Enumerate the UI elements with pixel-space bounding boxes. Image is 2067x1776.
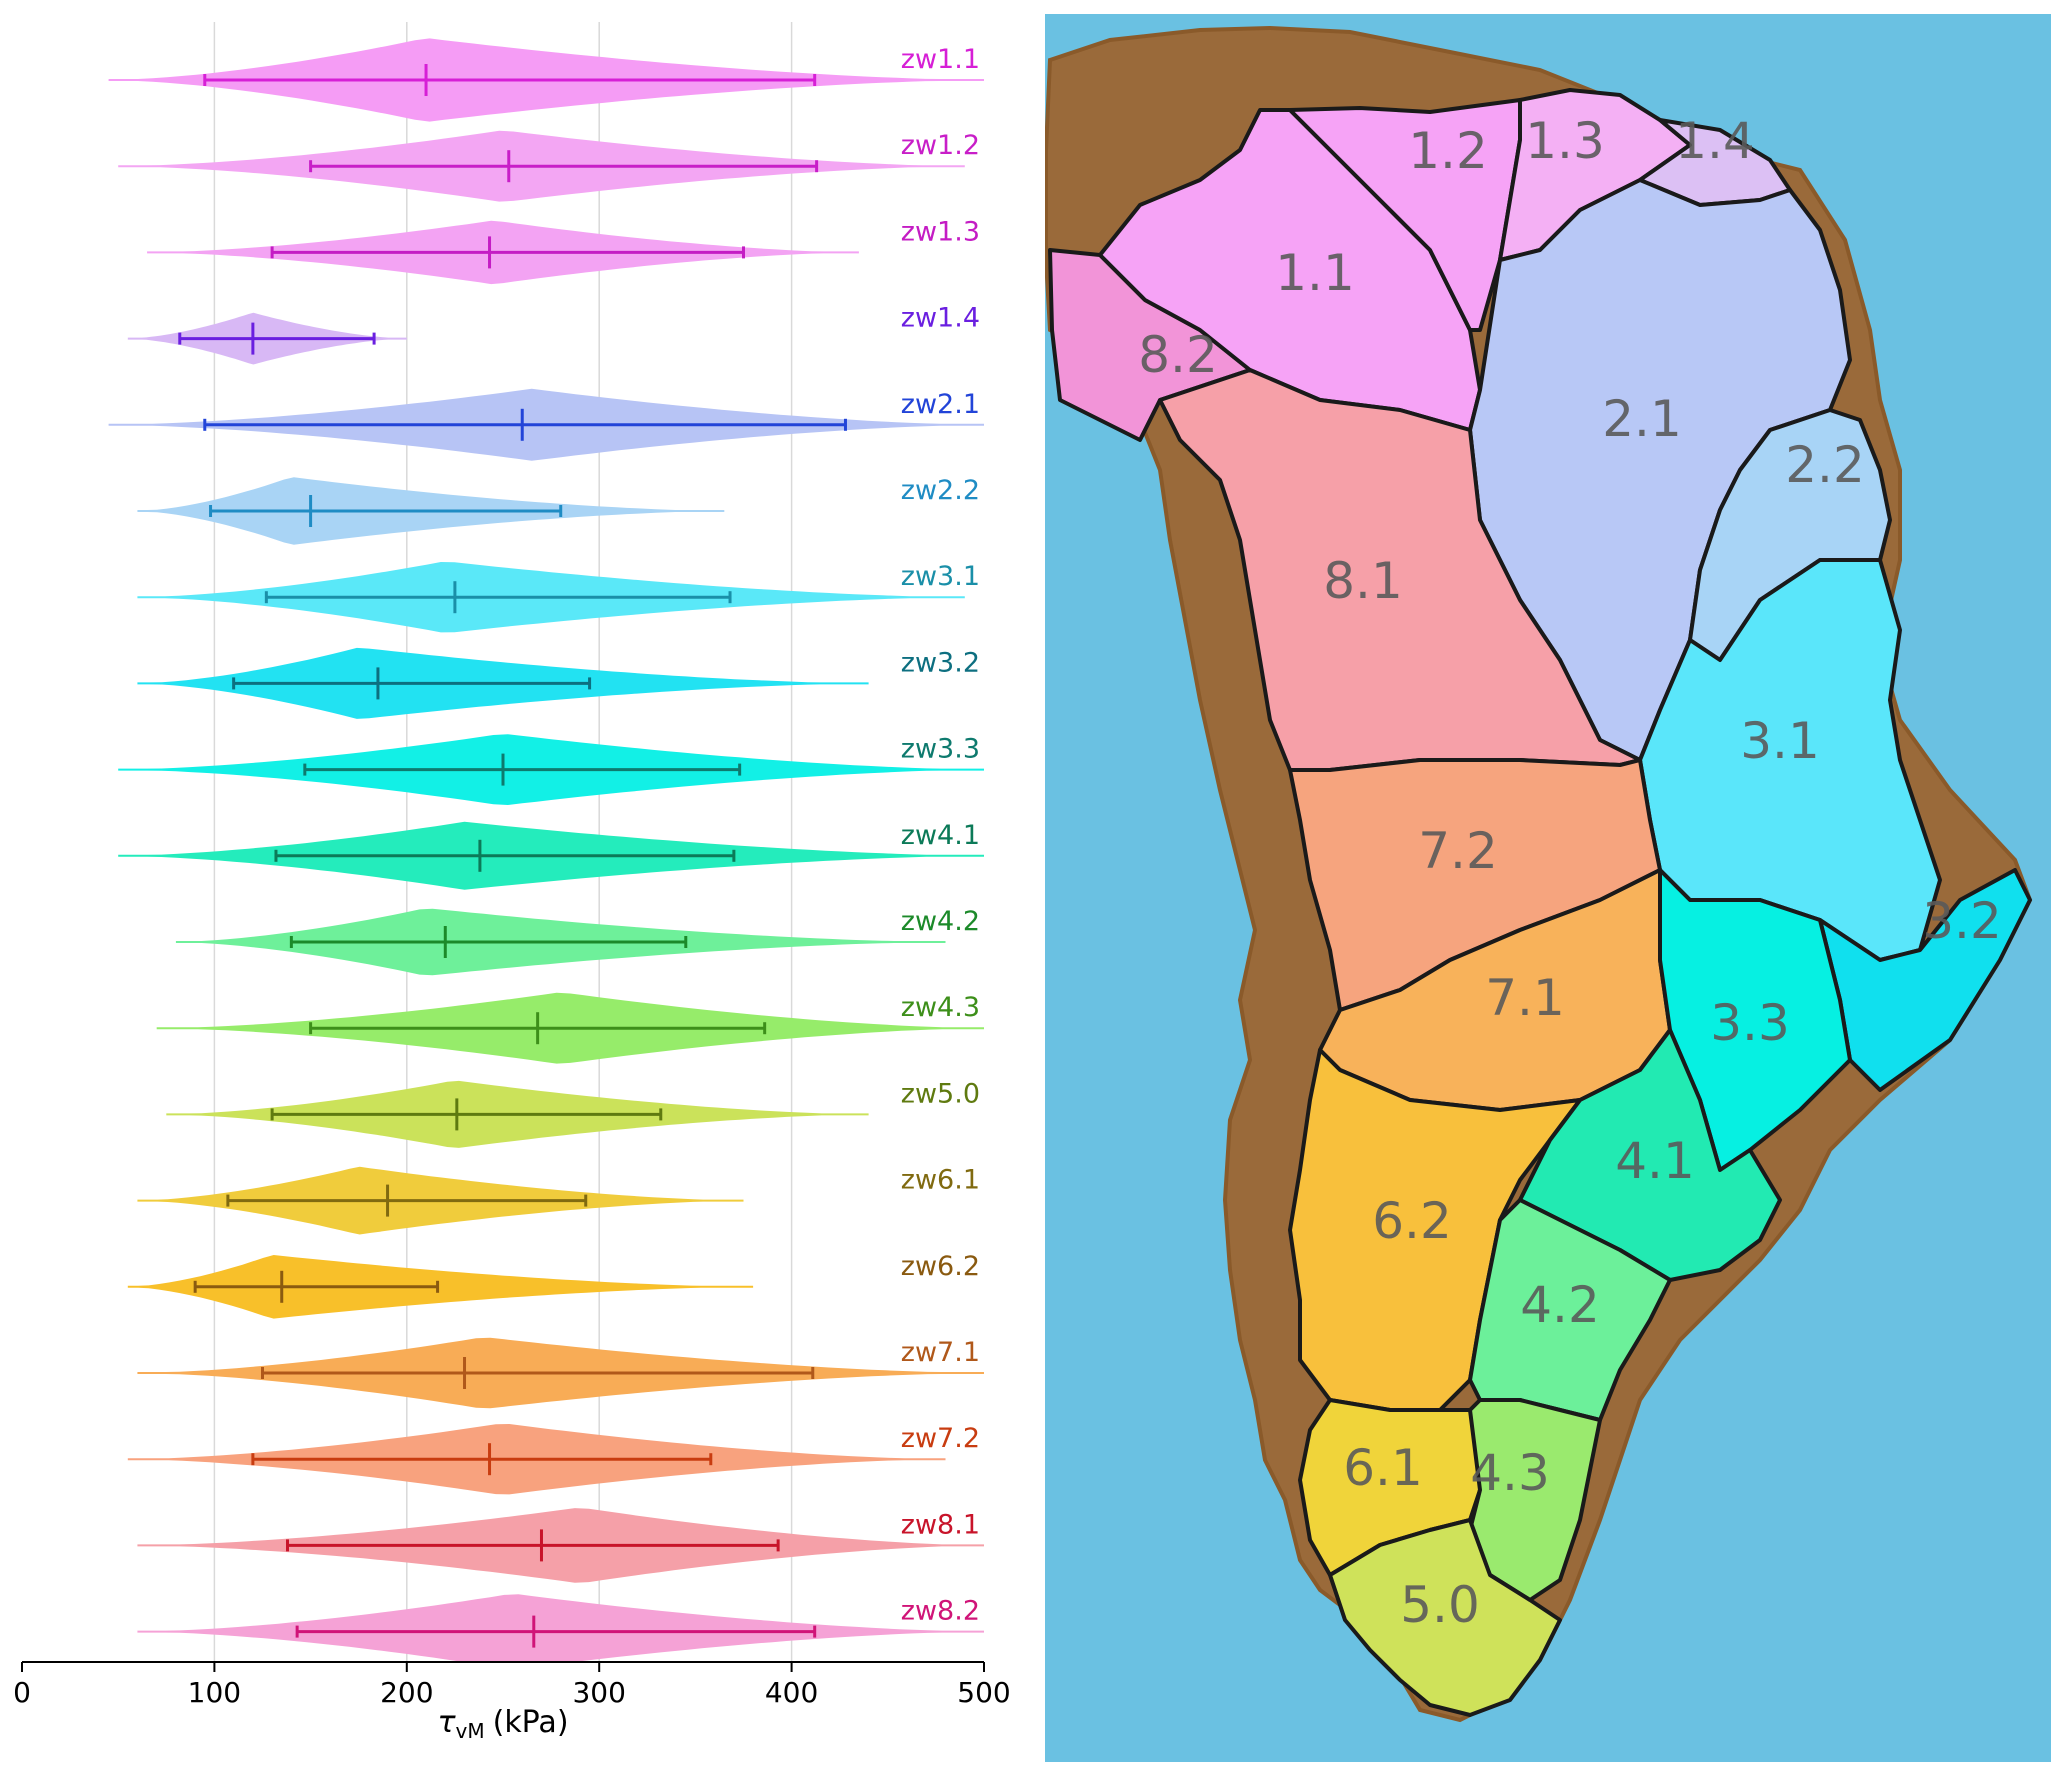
violins	[108, 38, 984, 1662]
violin-zw3.1	[137, 562, 965, 633]
violin-zw1.1	[108, 38, 984, 122]
basin-label: 3.3	[1710, 994, 1790, 1052]
violin-zw8.1	[137, 1508, 984, 1583]
series-label: zw3.2	[901, 647, 980, 678]
violin-zw3.2	[137, 647, 869, 719]
basin-label: 4.2	[1520, 1276, 1600, 1334]
x-tick-label: 100	[188, 1676, 241, 1709]
violin-zw2.1	[108, 388, 984, 461]
basin-label: 3.2	[1922, 892, 2002, 950]
series-label: zw2.2	[901, 475, 980, 506]
basin-5.0	[1328, 1518, 1562, 1717]
basin-label: 7.1	[1485, 969, 1565, 1027]
violin-zw8.2	[137, 1594, 984, 1662]
violin-zw4.3	[156, 992, 984, 1064]
x-tick-label: 200	[380, 1676, 433, 1709]
series-label: zw8.1	[901, 1509, 980, 1540]
violin-chart: zw1.1 zw1.2 zw1.3 zw1.4 zw2.1 zw2.2 zw3.1 zw3.2…	[13, 22, 1011, 1743]
basin-label: 5.0	[1400, 1576, 1480, 1634]
series-label: zw3.1	[901, 561, 980, 592]
series-label: zw1.4	[901, 303, 980, 334]
series-label: zw8.2	[901, 1596, 980, 1627]
violin-zw6.2	[127, 1255, 754, 1319]
basin-label: 8.1	[1323, 552, 1403, 610]
series-label: zw5.0	[901, 1078, 980, 1109]
series-label: zw7.2	[901, 1423, 980, 1454]
series-label: zw1.2	[901, 130, 980, 161]
violin-zw3.3	[118, 734, 984, 805]
x-ticks: 0 100 200 300 400 500	[13, 1662, 1011, 1709]
violin-zw7.1	[137, 1337, 984, 1409]
basin-label: 1.3	[1525, 112, 1605, 170]
violin-body	[127, 1255, 754, 1319]
series-label: zw1.3	[901, 216, 980, 247]
violin-zw1.3	[147, 220, 859, 285]
x-tick-label: 400	[765, 1676, 818, 1709]
violin-zw4.1	[118, 821, 984, 890]
basin-label: 2.1	[1602, 390, 1682, 448]
violin-zw6.1	[137, 1166, 744, 1235]
basin-label: 1.4	[1675, 112, 1755, 170]
basin-label: 8.2	[1138, 326, 1218, 384]
basin-label: 1.2	[1408, 122, 1488, 180]
series-label: zw7.1	[901, 1337, 980, 1368]
basin-map: 1.1 1.2 1.3 1.4 8.2 2.1 2.2 8.1 3.1 3.2 7.2 7.1 3.3 6…	[1045, 14, 2051, 1762]
basin-labels: 1.1 1.2 1.3 1.4 8.2 2.1 2.2 8.1 3.1 3.2 7.2 7.1 3.3 6…	[1138, 112, 2002, 1634]
violin-zw1.2	[118, 130, 965, 202]
x-tick-label: 500	[957, 1676, 1010, 1709]
series-label: zw2.1	[901, 389, 980, 420]
x-tick-label: 300	[572, 1676, 625, 1709]
series-labels: zw1.1 zw1.2 zw1.3 zw1.4 zw2.1 zw2.2 zw3.1 zw3.2…	[901, 44, 980, 1627]
violin-zw5.0	[166, 1080, 869, 1148]
violin-zw7.2	[127, 1424, 946, 1495]
series-label: zw4.1	[901, 820, 980, 851]
series-label: zw4.3	[901, 992, 980, 1023]
basin-label: 6.2	[1372, 1192, 1452, 1250]
series-label: zw6.2	[901, 1251, 980, 1282]
basin-label: 6.1	[1343, 1439, 1423, 1497]
violin-zw4.2	[175, 908, 946, 976]
series-label: zw3.3	[901, 734, 980, 765]
basin-label: 3.1	[1740, 712, 1820, 770]
basin-label: 4.1	[1615, 1132, 1695, 1190]
violin-body	[137, 1594, 984, 1662]
series-label: zw1.1	[901, 44, 980, 75]
basin-label: 7.2	[1418, 822, 1498, 880]
violin-zw1.4	[127, 312, 407, 365]
basins	[1048, 88, 2032, 1717]
basin-label: 1.1	[1275, 244, 1355, 302]
x-tick-label: 0	[13, 1676, 31, 1709]
x-axis-label: τvM (kPa)	[437, 1705, 568, 1743]
basin-label: 4.3	[1470, 1444, 1550, 1502]
series-label: zw4.2	[901, 906, 980, 937]
basin-label: 2.2	[1785, 436, 1865, 494]
series-label: zw6.1	[901, 1165, 980, 1196]
violin-zw2.2	[137, 477, 725, 545]
